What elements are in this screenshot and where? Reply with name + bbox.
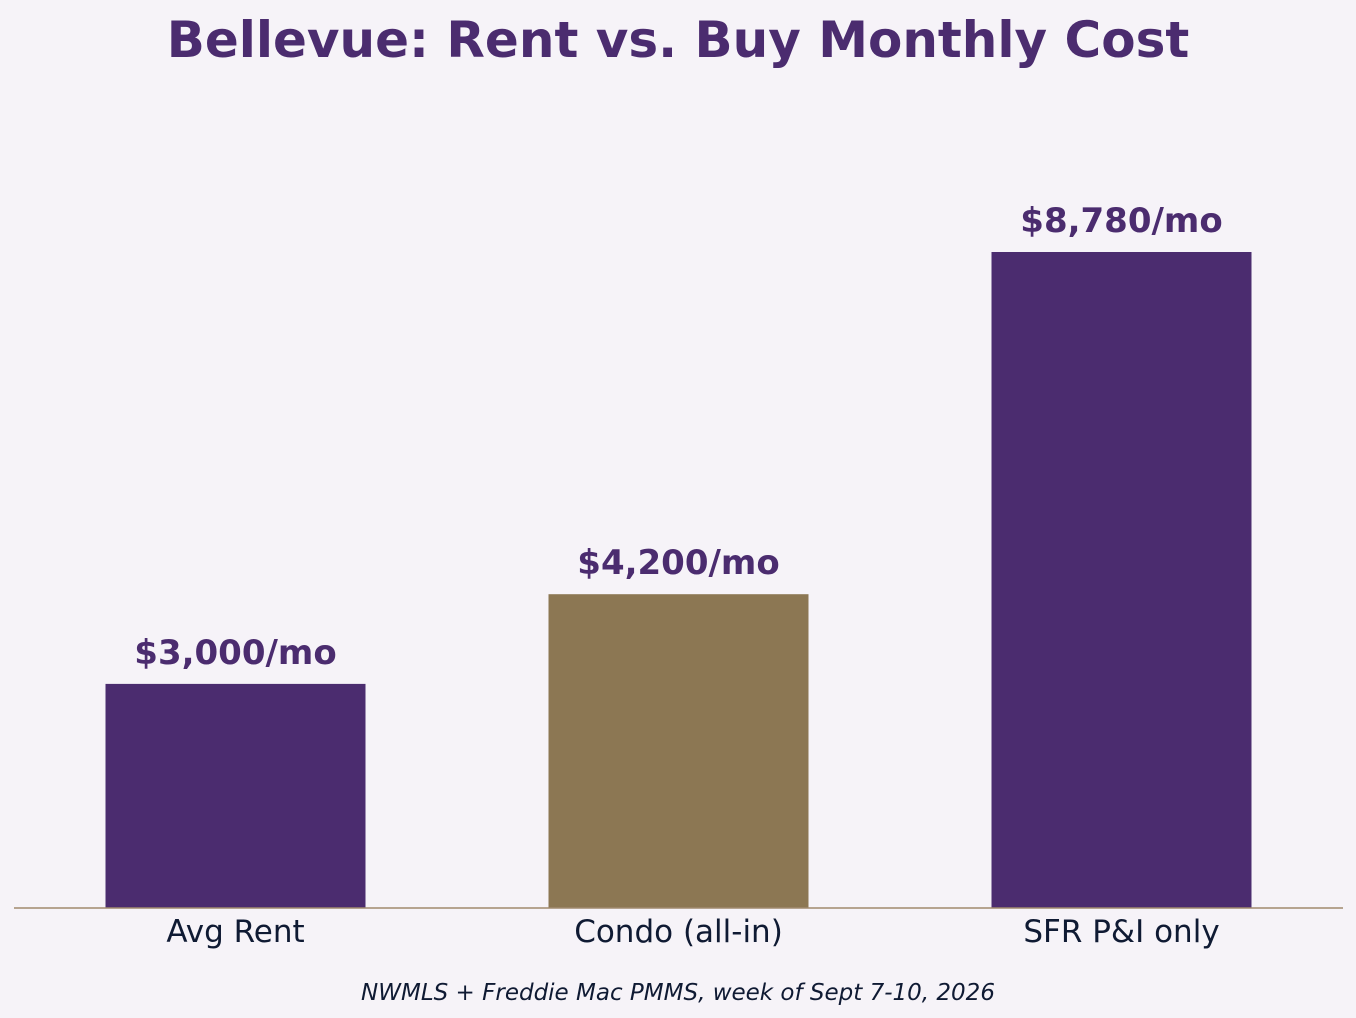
- x-tick-label-2: SFR P&I only: [1023, 914, 1219, 950]
- x-tick-label-group: Avg Rent Condo (all-in) SFR P&I only: [166, 914, 1219, 950]
- data-label-0: $3,000/mo: [134, 633, 336, 673]
- bar-1: [548, 594, 809, 908]
- data-label-1: $4,200/mo: [577, 543, 779, 583]
- data-label-2: $8,780/mo: [1020, 201, 1222, 241]
- x-tick-label-0: Avg Rent: [166, 914, 304, 950]
- chart-title: Bellevue: Rent vs. Buy Monthly Cost: [167, 11, 1190, 69]
- data-label-group: $3,000/mo $4,200/mo $8,780/mo: [134, 201, 1222, 673]
- bar-group: [105, 252, 1252, 908]
- source-note: NWMLS + Freddie Mac PMMS, week of Sept 7…: [361, 980, 995, 1006]
- bar-0: [105, 683, 366, 908]
- bar-2: [991, 252, 1252, 908]
- x-tick-label-1: Condo (all-in): [574, 914, 783, 950]
